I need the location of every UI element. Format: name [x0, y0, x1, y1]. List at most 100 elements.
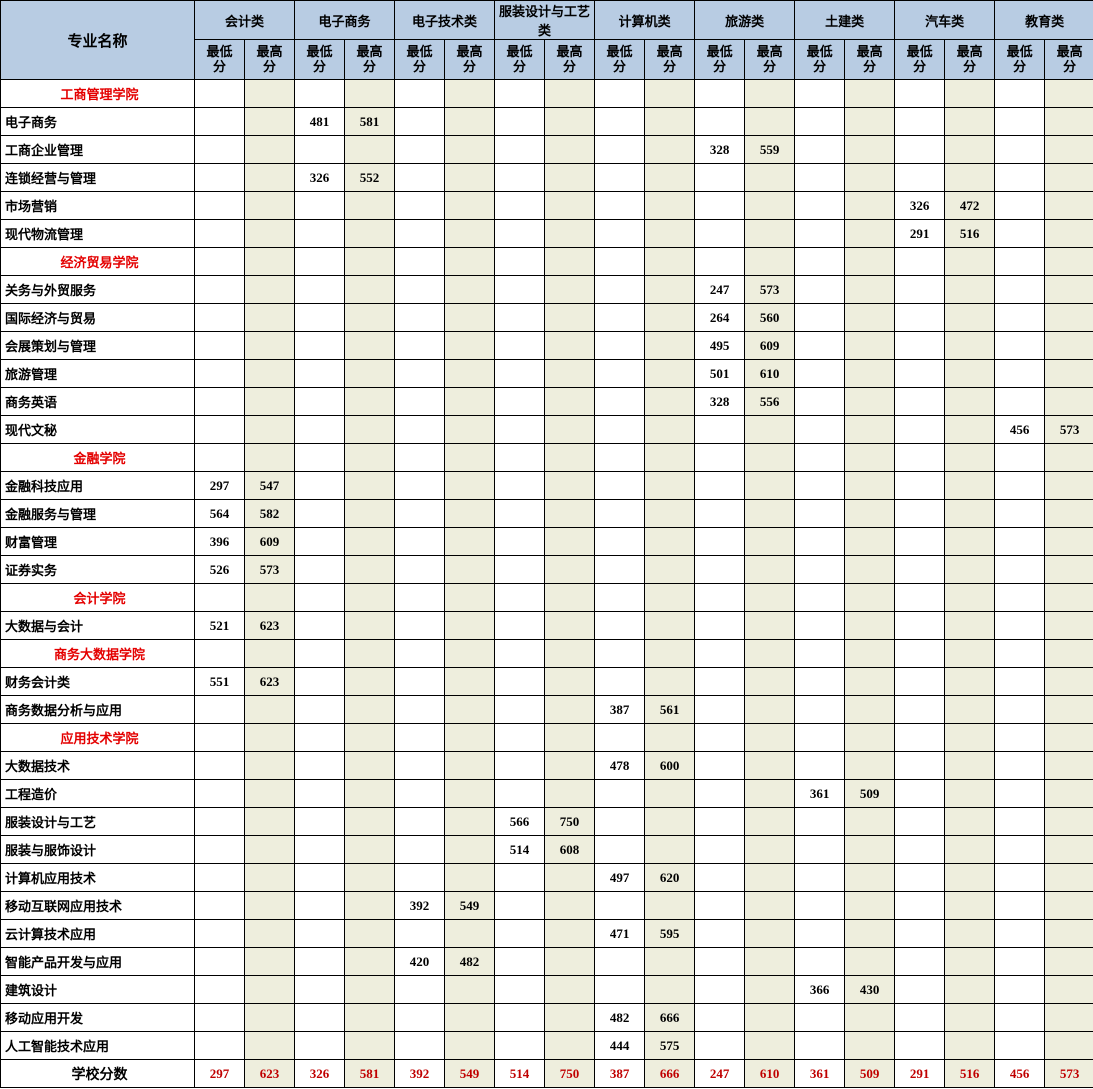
score-cell	[945, 248, 995, 276]
score-cell	[195, 1032, 245, 1060]
score-cell: 514	[495, 836, 545, 864]
score-cell: 264	[695, 304, 745, 332]
score-cell: 361	[795, 780, 845, 808]
header-name: 专业名称	[1, 1, 195, 80]
score-cell	[395, 1032, 445, 1060]
row-name: 商务大数据学院	[1, 640, 195, 668]
score-cell	[945, 528, 995, 556]
header-max: 最高分	[745, 40, 795, 80]
score-cell	[1045, 528, 1093, 556]
score-cell	[645, 500, 695, 528]
score-cell: 471	[595, 920, 645, 948]
score-cell	[195, 808, 245, 836]
row-name: 建筑设计	[1, 976, 195, 1004]
score-cell	[295, 276, 345, 304]
score-cell	[645, 332, 695, 360]
score-cell	[895, 584, 945, 612]
score-cell	[295, 444, 345, 472]
score-cell	[545, 668, 595, 696]
score-cell	[545, 304, 595, 332]
table-row: 会展策划与管理495609	[1, 332, 1093, 360]
score-cell	[195, 836, 245, 864]
score-cell	[1045, 80, 1093, 108]
score-cell	[345, 976, 395, 1004]
table-row: 电子商务481581	[1, 108, 1093, 136]
score-cell	[395, 136, 445, 164]
score-cell	[245, 584, 295, 612]
score-cell	[695, 780, 745, 808]
score-cell	[245, 920, 295, 948]
score-cell	[345, 220, 395, 248]
header-min: 最低分	[395, 40, 445, 80]
score-cell	[745, 808, 795, 836]
row-name: 工程造价	[1, 780, 195, 808]
row-name: 移动应用开发	[1, 1004, 195, 1032]
score-cell	[495, 668, 545, 696]
score-cell	[695, 1032, 745, 1060]
score-cell	[645, 668, 695, 696]
score-cell: 509	[845, 780, 895, 808]
row-name: 计算机应用技术	[1, 864, 195, 892]
score-cell	[895, 80, 945, 108]
score-cell	[895, 780, 945, 808]
score-cell	[795, 136, 845, 164]
score-cell	[295, 892, 345, 920]
score-cell	[895, 472, 945, 500]
score-cell	[195, 584, 245, 612]
score-cell	[445, 808, 495, 836]
score-cell: 600	[645, 752, 695, 780]
score-cell	[495, 1004, 545, 1032]
score-cell	[295, 556, 345, 584]
score-cell	[195, 108, 245, 136]
header-category: 电子商务	[295, 1, 395, 40]
row-name: 云计算技术应用	[1, 920, 195, 948]
score-cell	[395, 920, 445, 948]
score-cell	[545, 108, 595, 136]
score-cell	[295, 528, 345, 556]
score-cell: 420	[395, 948, 445, 976]
table-row: 工程造价 361509	[1, 780, 1093, 808]
score-cell	[845, 444, 895, 472]
score-cell	[295, 836, 345, 864]
score-cell	[345, 528, 395, 556]
score-cell	[995, 668, 1045, 696]
score-cell	[445, 416, 495, 444]
score-cell	[645, 136, 695, 164]
score-cell	[695, 724, 745, 752]
score-cell	[745, 192, 795, 220]
score-cell	[495, 696, 545, 724]
score-cell	[495, 584, 545, 612]
summary-cell: 549	[445, 1060, 495, 1088]
score-cell: 575	[645, 1032, 695, 1060]
score-cell	[845, 1032, 895, 1060]
row-name: 连锁经营与管理	[1, 164, 195, 192]
score-cell	[645, 528, 695, 556]
score-cell	[445, 612, 495, 640]
score-cell	[995, 864, 1045, 892]
score-cell	[295, 920, 345, 948]
score-cell	[345, 612, 395, 640]
score-cell	[545, 80, 595, 108]
row-name: 服装设计与工艺	[1, 808, 195, 836]
score-cell	[895, 612, 945, 640]
score-cell	[995, 164, 1045, 192]
score-cell: 501	[695, 360, 745, 388]
score-cell	[995, 248, 1045, 276]
score-cell	[845, 920, 895, 948]
table-row: 财务会计类551623	[1, 668, 1093, 696]
score-cell	[295, 80, 345, 108]
row-name: 商务数据分析与应用	[1, 696, 195, 724]
score-cell	[995, 976, 1045, 1004]
score-cell	[745, 444, 795, 472]
score-cell	[1045, 612, 1093, 640]
score-cell	[245, 80, 295, 108]
score-cell	[745, 556, 795, 584]
score-cell	[795, 864, 845, 892]
row-name: 旅游管理	[1, 360, 195, 388]
score-cell: 620	[645, 864, 695, 892]
score-cell	[545, 640, 595, 668]
score-cell	[995, 276, 1045, 304]
score-cell	[995, 836, 1045, 864]
score-cell	[745, 948, 795, 976]
score-cell	[895, 388, 945, 416]
